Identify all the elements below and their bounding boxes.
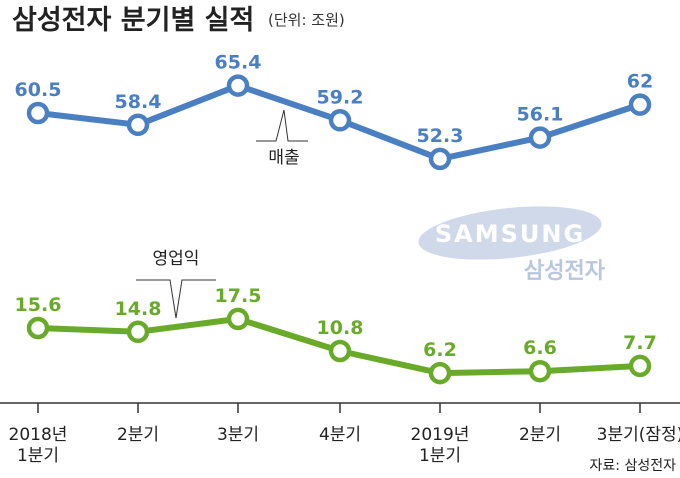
series-layer: 60.5 58.4 65.4 59.2 52.3 56.1 62 15.6 14.8 17.5 10…	[15, 52, 657, 385]
operating-profit-callout-label: 영업익	[153, 249, 200, 269]
x-tick-label: 1분기	[419, 446, 461, 466]
operating-profit-value-label: 14.8	[115, 298, 162, 320]
operating-profit-value-label: 10.8	[317, 317, 364, 339]
x-tick-label: 2분기	[519, 425, 561, 445]
x-tick-label: 4분기	[319, 425, 361, 445]
source-note: 자료: 삼성전자	[590, 458, 677, 474]
x-tick-label: 2분기	[117, 425, 159, 445]
operating-profit-point	[26, 316, 50, 340]
revenue-value-label: 59.2	[317, 86, 364, 108]
revenue-value-label: 52.3	[417, 125, 464, 147]
operating-profit-point	[528, 359, 552, 383]
operating-profit-value-label: 6.6	[523, 337, 557, 359]
revenue-point	[428, 147, 452, 171]
operating-profit-point	[428, 361, 452, 385]
svg-text:삼성전자: 삼성전자	[524, 259, 606, 284]
revenue-value-label: 62	[627, 71, 653, 93]
revenue-callout: 매출	[256, 109, 308, 168]
samsung-logo: SAMSUNG 삼성전자	[418, 206, 606, 284]
revenue-value-label: 65.4	[215, 52, 262, 74]
revenue-point	[528, 126, 552, 149]
revenue-point	[328, 109, 352, 132]
revenue-point	[628, 93, 652, 116]
operating-profit-value-label: 15.6	[15, 294, 62, 316]
chart-title: 삼성전자 분기별 실적	[12, 5, 254, 36]
revenue-point	[26, 101, 50, 125]
revenue-value-label: 56.1	[517, 104, 564, 126]
revenue-point	[126, 113, 150, 137]
revenue-value-label: 60.5	[15, 79, 62, 101]
svg-text:SAMSUNG: SAMSUNG	[435, 220, 585, 248]
x-tick-label: 3분기(잠정)	[597, 425, 680, 445]
operating-profit-point	[126, 320, 150, 344]
operating-profit-value-label: 6.2	[423, 339, 457, 361]
x-tick-label: 1분기	[17, 446, 59, 466]
x-tick-label: 3분기	[217, 425, 259, 445]
x-tick-label: 2019년	[411, 425, 470, 445]
x-tick-label: 2018년	[9, 425, 68, 445]
operating-profit-value-label: 7.7	[623, 332, 657, 354]
operating-profit-callout: 영업익	[136, 249, 216, 319]
unit-label: (단위: 조원)	[268, 11, 345, 29]
operating-profit-point	[226, 307, 250, 331]
operating-profit-point	[328, 339, 352, 363]
revenue-callout-label: 매출	[268, 148, 299, 168]
operating-profit-point	[628, 354, 652, 378]
revenue-value-label: 58.4	[115, 91, 162, 113]
revenue-point	[226, 74, 250, 97]
operating-profit-value-label: 17.5	[215, 285, 262, 307]
